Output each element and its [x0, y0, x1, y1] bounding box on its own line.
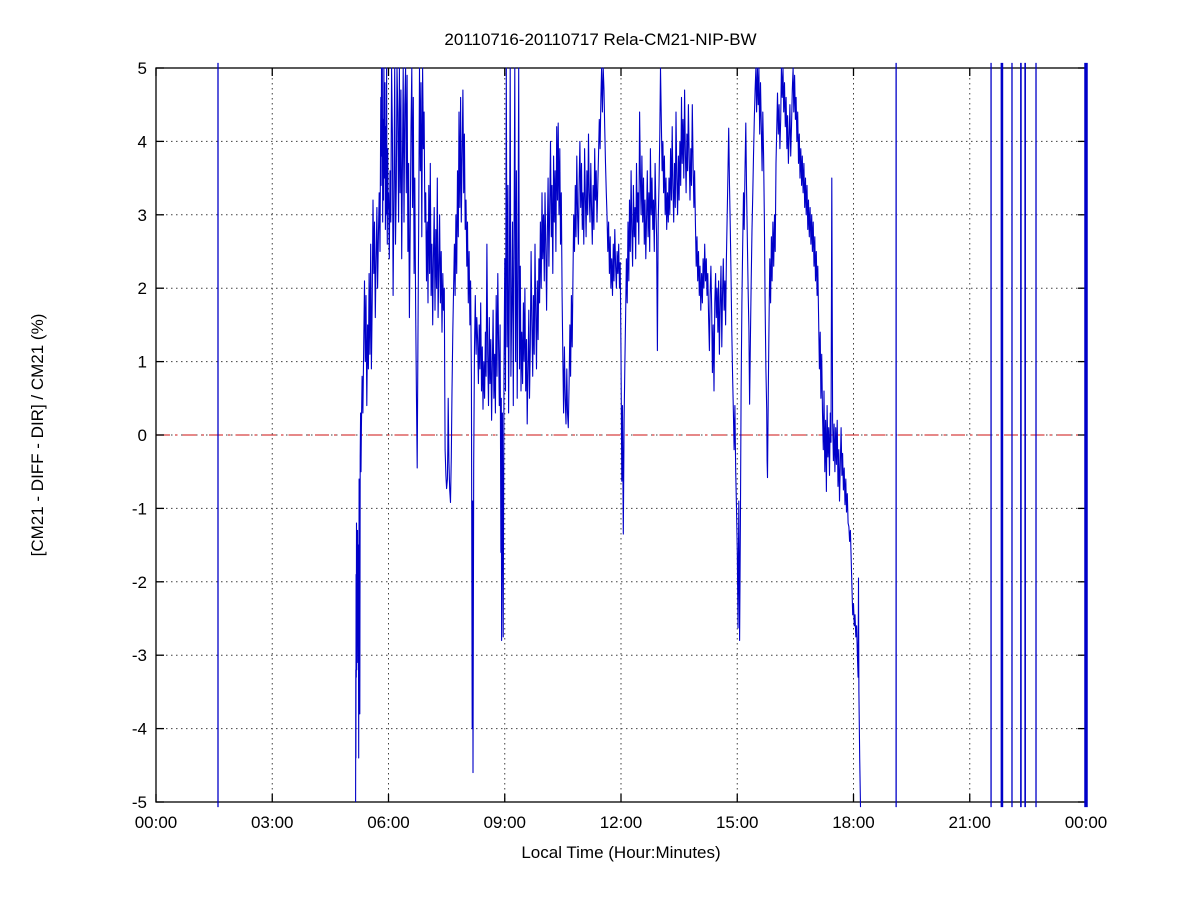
series-line: [355, 67, 862, 808]
y-tick-label: 1: [138, 353, 147, 372]
y-tick-label: 3: [138, 206, 147, 225]
y-tick-label: -4: [132, 720, 147, 739]
y-axis-label: [CM21 - DIFF - DIR] / CM21 (%): [28, 313, 47, 557]
x-tick-label: 00:00: [1065, 813, 1108, 832]
x-tick-label: 12:00: [600, 813, 643, 832]
y-tick-label: -2: [132, 573, 147, 592]
y-tick-label: 2: [138, 279, 147, 298]
x-tick-label: 06:00: [367, 813, 410, 832]
x-tick-label: 03:00: [251, 813, 294, 832]
y-tick-label: 4: [138, 132, 147, 151]
x-tick-label: 00:00: [135, 813, 178, 832]
y-tick-label: 0: [138, 426, 147, 445]
y-tick-label: -1: [132, 499, 147, 518]
x-tick-label: 18:00: [832, 813, 875, 832]
x-tick-label: 09:00: [483, 813, 526, 832]
x-tick-label: 15:00: [716, 813, 759, 832]
x-axis-label: Local Time (Hour:Minutes): [521, 843, 721, 862]
y-tick-label: -3: [132, 646, 147, 665]
y-tick-label: 5: [138, 59, 147, 78]
x-tick-label: 21:00: [948, 813, 991, 832]
y-tick-label: -5: [132, 793, 147, 812]
chart-title: 20110716-20110717 Rela-CM21-NIP-BW: [444, 30, 757, 49]
